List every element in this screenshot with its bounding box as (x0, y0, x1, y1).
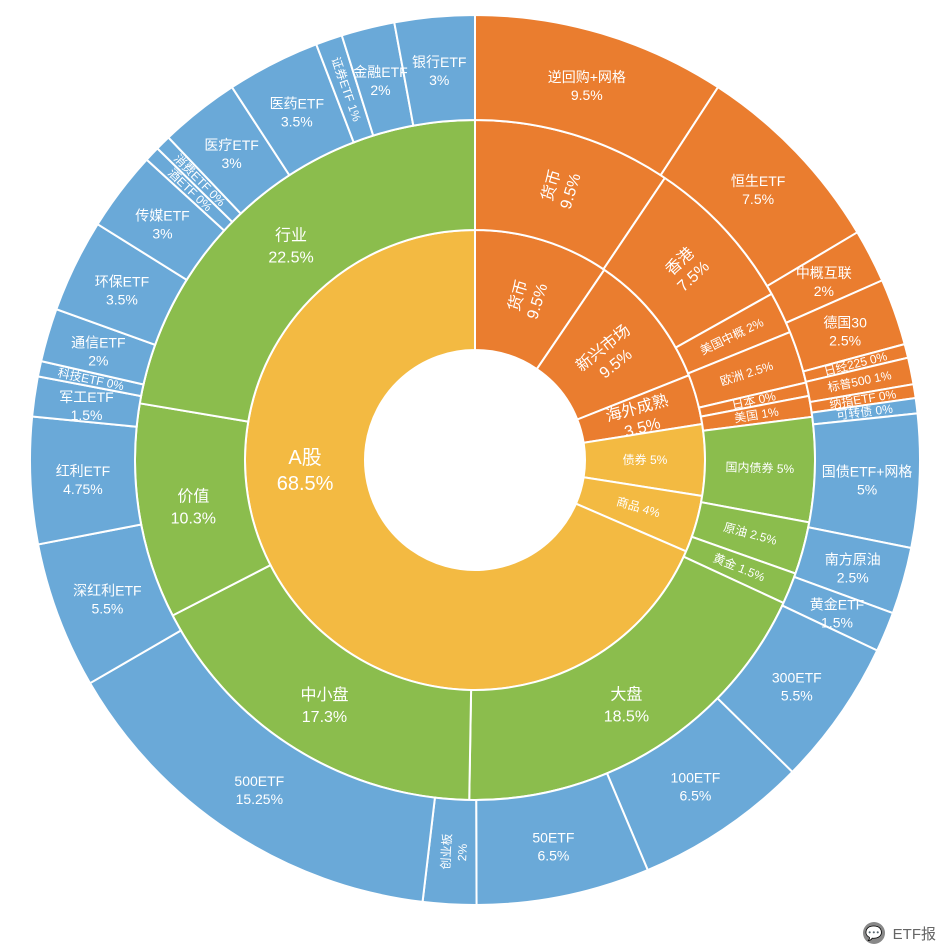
slice-pct: 4.75% (63, 481, 103, 497)
slice-name: 深红利ETF (73, 583, 141, 599)
slice-pct: 2% (88, 353, 108, 369)
slice-name: 金融ETF (353, 64, 407, 80)
slice-name: 行业 (275, 226, 307, 244)
slice-name: 银行ETF (412, 54, 466, 70)
slice-name: 黄金ETF (810, 597, 864, 613)
sunburst-center-label: 公众号：ETF报 ID：etfbao (427, 508, 523, 544)
slice-pct: 2% (814, 283, 834, 299)
slice-name: 逆回购+网格 (548, 69, 626, 85)
slice-name: 债券 5% (623, 452, 668, 467)
slice-pct: 18.5% (604, 708, 649, 725)
slice-name: 德国30 (823, 314, 867, 330)
slice-name: 100ETF (671, 770, 721, 786)
slice-pct: 15.25% (236, 791, 283, 807)
wechat-icon-glyph: 💬 (865, 925, 882, 942)
slice-pct: 3.5% (106, 292, 138, 308)
slice-name: 南方原油 (825, 552, 881, 568)
slice-pct: 5.5% (781, 688, 813, 704)
slice-name: 创业板 (439, 833, 455, 870)
slice-name: 通信ETF (71, 335, 125, 351)
slice-name: 传媒ETF (135, 208, 189, 224)
slice-pct: 1.5% (71, 407, 103, 423)
footer-text: ETF报 (893, 923, 936, 944)
slice-name: 国内债券 5% (725, 459, 794, 476)
slice-name: 300ETF (772, 670, 822, 686)
slice-name: 红利ETF (56, 463, 110, 479)
slice-pct: 3% (221, 155, 241, 171)
slice-pct: 3% (429, 72, 449, 88)
slice-pct: 10.3% (171, 511, 216, 528)
slice-name: 中小盘 (300, 685, 348, 704)
center-line-1: 公众号：ETF报 (427, 508, 523, 524)
slice-pct: 9.5% (571, 87, 603, 103)
slice-pct: 5.5% (91, 601, 123, 617)
slice-name: 环保ETF (95, 274, 149, 290)
slice-name: 医疗ETF (204, 137, 258, 153)
etf-sunburst-chart: 货币9.5%新兴市场9.5%海外成熟3.5%债券 5%商品 4%A股68.5%货… (0, 0, 950, 950)
slice-pct: 6.5% (537, 848, 569, 864)
center-line-2: ID：etfbao (442, 528, 509, 544)
slice-pct: 2.5% (829, 332, 861, 348)
slice-name: 50ETF (532, 830, 574, 846)
sunburst-ring-2 (135, 120, 815, 800)
slice-pct: 1.5% (821, 615, 853, 631)
slice-label: 债券 5% (623, 452, 668, 467)
slice-pct: 17.3% (302, 709, 347, 726)
slice-label: 国内债券 5% (725, 459, 794, 476)
slice-pct: 6.5% (679, 788, 711, 804)
slice-name: 医药ETF (270, 95, 324, 111)
slice-pct: 22.5% (268, 249, 313, 266)
slice-name: 中概互联 (796, 265, 852, 281)
slice-pct: 3% (152, 226, 172, 242)
slice-name: 价值 (177, 488, 209, 506)
slice-name: 军工ETF (59, 389, 113, 405)
footer-attribution: 💬 ETF报 (863, 922, 936, 944)
slice-pct: 2% (455, 843, 470, 861)
slice-pct: 68.5% (277, 473, 334, 495)
slice-name: A股 (288, 447, 321, 469)
slice-pct: 5% (857, 481, 877, 497)
slice-pct: 2% (370, 82, 390, 98)
slice-pct: 3.5% (281, 113, 313, 129)
slice-name: 500ETF (234, 773, 284, 789)
slice-name: 大盘 (610, 684, 642, 703)
slice-pct: 7.5% (742, 191, 774, 207)
slice-pct: 2.5% (837, 570, 869, 586)
slice-name: 恒生ETF (731, 173, 785, 189)
slice-name: 国债ETF+网格 (822, 463, 913, 479)
wechat-icon: 💬 (863, 922, 885, 944)
